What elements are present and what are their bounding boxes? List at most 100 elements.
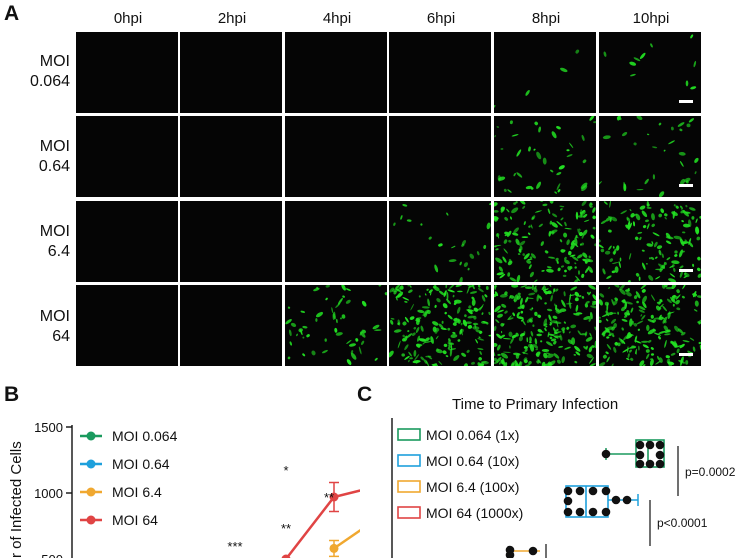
micrograph-0064-10hpi xyxy=(599,32,701,113)
infected-cell xyxy=(473,307,479,312)
infected-cell xyxy=(641,210,648,218)
infected-cell xyxy=(287,306,291,309)
infected-cell xyxy=(409,357,413,360)
infected-cell xyxy=(621,327,624,331)
infected-cell xyxy=(614,297,618,301)
infected-cell xyxy=(501,303,507,308)
infected-cell xyxy=(446,212,449,216)
infected-cell xyxy=(494,291,499,297)
infected-cell xyxy=(530,224,533,229)
micrograph-64-4hpi xyxy=(285,201,387,282)
infected-cell xyxy=(442,303,448,309)
infected-cell xyxy=(502,362,508,366)
infected-cell xyxy=(680,332,686,336)
infected-cell xyxy=(692,263,695,267)
infected-cell xyxy=(681,207,683,210)
infected-cell xyxy=(588,285,596,290)
scale-bar xyxy=(679,353,693,356)
infected-cell xyxy=(544,250,549,254)
infected-cell xyxy=(479,303,484,311)
infected-cell xyxy=(556,183,561,191)
infected-cell xyxy=(420,356,425,361)
infected-cell xyxy=(516,311,520,317)
infected-cell xyxy=(577,270,581,275)
infected-cell xyxy=(638,345,640,351)
infected-cell xyxy=(560,208,563,211)
infected-cell xyxy=(661,253,664,258)
infected-cell xyxy=(541,361,546,366)
infected-cell xyxy=(649,358,654,366)
infected-cell xyxy=(374,357,378,361)
infected-cell xyxy=(627,346,629,353)
infected-cell xyxy=(448,348,457,351)
infected-cell xyxy=(478,336,481,339)
infected-cell xyxy=(406,333,413,339)
infected-cell xyxy=(582,252,588,258)
infected-cell xyxy=(488,334,491,337)
infected-cell xyxy=(449,285,456,289)
infected-cell xyxy=(361,340,365,345)
infected-cell xyxy=(532,344,539,349)
infected-cell xyxy=(559,334,563,341)
infected-cell xyxy=(665,240,672,245)
infected-cell xyxy=(634,236,639,241)
col-header-6hpi: 6hpi xyxy=(426,10,456,27)
infected-cell xyxy=(402,334,406,338)
infected-cell xyxy=(448,259,457,263)
infected-cell xyxy=(523,253,530,260)
infected-cell xyxy=(648,275,654,281)
infected-cell xyxy=(629,346,637,349)
point xyxy=(645,459,655,469)
infected-cell xyxy=(634,336,637,343)
legend-label: MOI 64 xyxy=(112,512,158,528)
point xyxy=(645,440,655,450)
infected-cell xyxy=(658,191,665,197)
infected-cell xyxy=(407,285,411,287)
infected-cell xyxy=(345,288,351,291)
infected-cell xyxy=(679,160,684,167)
infected-cell xyxy=(644,178,649,185)
infected-cell xyxy=(640,314,643,317)
infected-cell xyxy=(662,305,668,312)
infected-cell xyxy=(608,286,611,289)
infected-cell xyxy=(601,329,608,336)
c-legend-label: MOI 6.4 (100x) xyxy=(426,479,519,495)
infected-cell xyxy=(602,354,607,359)
infected-cell xyxy=(627,288,630,291)
infected-cell xyxy=(683,241,686,245)
infected-cell xyxy=(618,285,626,291)
infected-cell xyxy=(670,352,676,356)
infected-cell xyxy=(485,286,489,290)
infected-cell xyxy=(592,215,596,220)
infected-cell xyxy=(503,248,508,254)
infected-cell xyxy=(350,350,354,354)
infected-cell xyxy=(471,299,476,306)
infected-cell xyxy=(515,201,518,204)
infected-cell xyxy=(389,287,395,293)
infected-cell xyxy=(477,362,483,366)
infected-cell xyxy=(510,363,515,366)
infected-cell xyxy=(423,359,428,364)
infected-cell xyxy=(699,344,701,351)
row-header-moi-0064: MOI 0.064 xyxy=(4,52,70,92)
col-header-2hpi: 2hpi xyxy=(217,10,247,27)
infected-cell xyxy=(496,357,502,363)
infected-cell xyxy=(494,134,496,138)
infected-cell xyxy=(633,57,641,62)
infected-cell xyxy=(552,315,558,320)
infected-cell xyxy=(549,336,553,340)
infected-cell xyxy=(655,305,661,311)
infected-cell xyxy=(631,213,638,218)
infected-cell xyxy=(457,319,461,324)
infected-cell xyxy=(341,314,346,319)
infected-cell xyxy=(558,345,563,348)
infected-cell xyxy=(475,338,478,344)
infected-cell xyxy=(586,353,593,359)
infected-cell xyxy=(675,342,678,347)
infected-cell xyxy=(642,364,646,366)
infected-cell xyxy=(509,277,517,282)
infected-cell xyxy=(664,339,667,348)
infected-cell xyxy=(553,353,560,359)
infected-cell xyxy=(618,261,621,268)
infected-cell xyxy=(670,340,673,344)
